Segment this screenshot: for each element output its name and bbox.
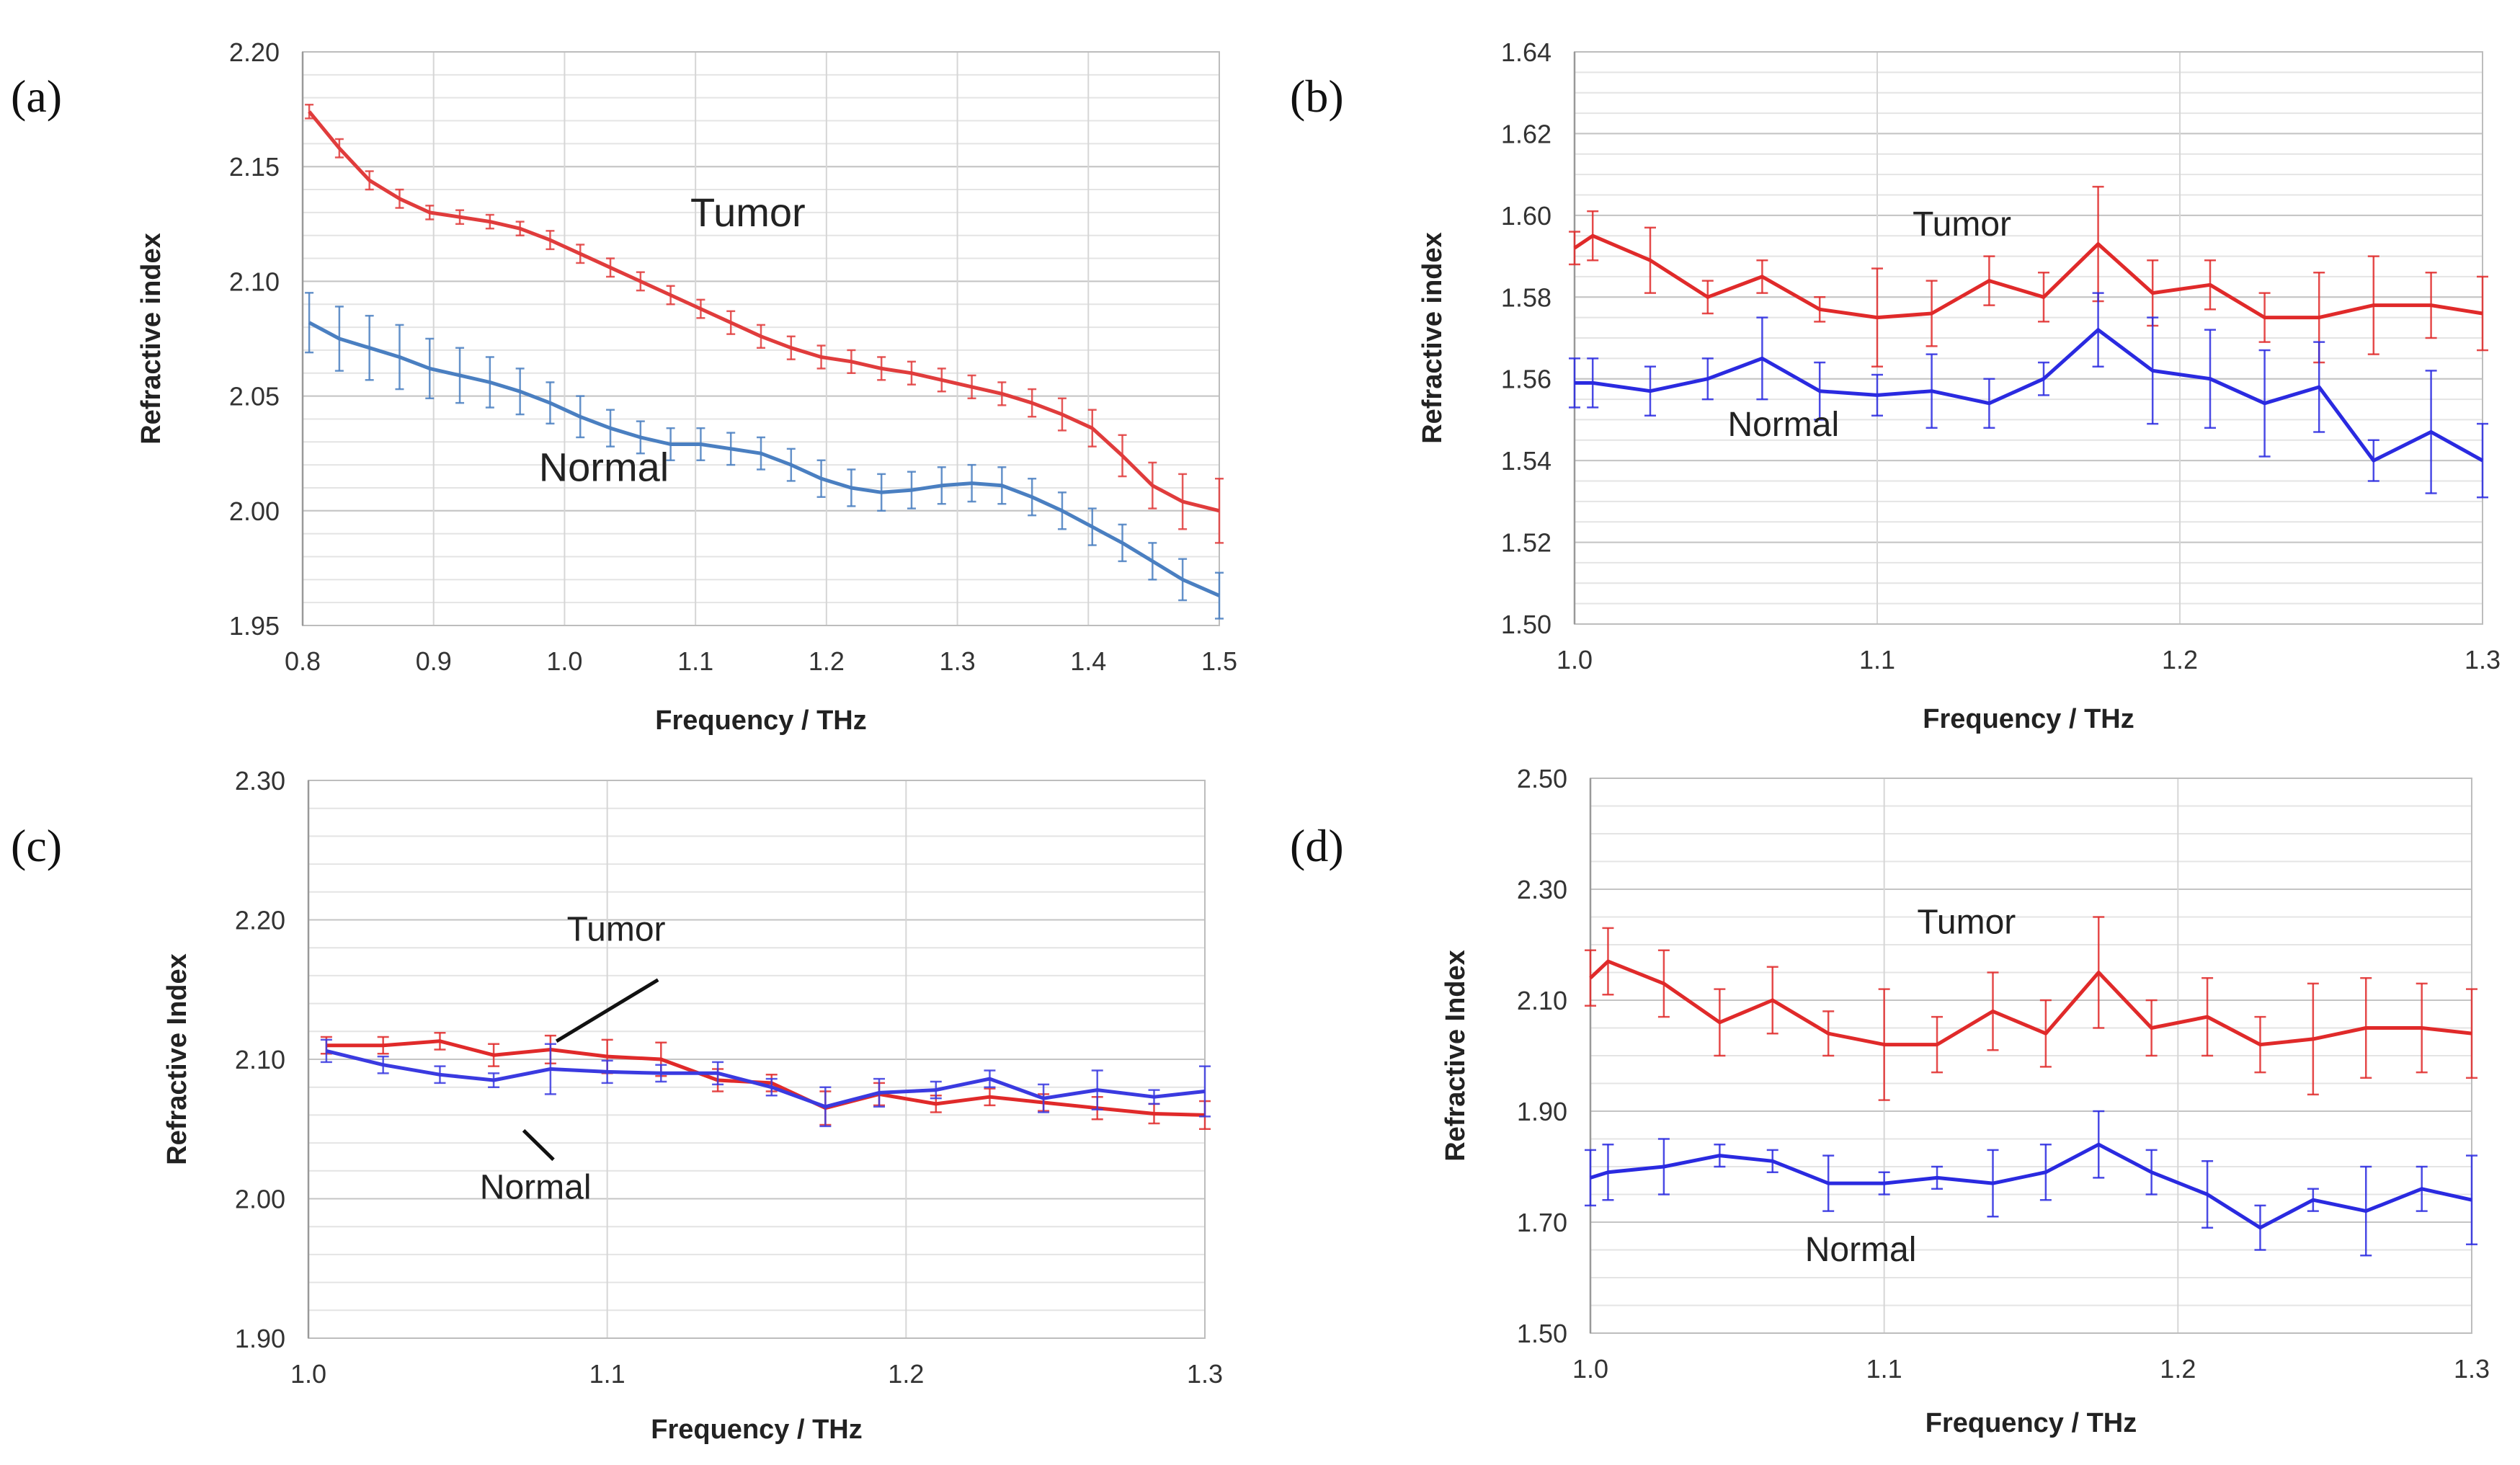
y-tick-label: 2.30 [1517,875,1567,904]
x-tick-label: 1.0 [1572,1354,1608,1384]
annotation-tumor: Tumor [1917,904,2016,942]
x-tick-label: 1.2 [2162,645,2198,674]
x-tick-label: 1.0 [546,646,582,676]
series-tumor [305,103,1224,544]
y-tick-label: 2.30 [235,766,285,796]
x-tick-label: 1.0 [290,1359,326,1389]
annotation-pointer [522,1128,555,1162]
x-tick-label: 1.1 [1866,1354,1902,1384]
y-tick-label: 2.50 [1517,764,1567,793]
annotation-normal: Normal [1805,1231,1917,1269]
y-tick-label: 2.10 [235,1045,285,1074]
y-tick-label: 2.20 [229,37,280,67]
x-tick-label: 1.2 [2160,1354,2196,1384]
y-tick-label: 1.52 [1501,528,1551,558]
y-axis-title: Refractive Index [162,953,192,1165]
x-tick-label: 1.3 [2465,645,2501,674]
panel-c: 1.90 2.00 2.10 2.20 2.30 1.0 1.1 1.2 1.3 Frequenc… [11,766,1223,1445]
y-tick-label: 1.54 [1501,446,1551,476]
y-tick-label: 1.90 [235,1324,285,1353]
series-tumor [1569,185,2488,368]
panel-label: (b) [1290,71,1344,122]
y-tick-label: 1.70 [1517,1208,1567,1237]
panel-label: (d) [1290,820,1344,871]
y-tick-label: 1.58 [1501,282,1551,312]
x-axis-title: Frequency / THz [1923,704,2134,734]
x-tick-label: 0.9 [416,646,452,676]
y-tick-label: 2.05 [229,382,280,411]
y-tick-label: 1.64 [1501,37,1551,67]
series-line [1573,233,2483,320]
panel-a: 1.95 2.00 2.05 2.10 2.15 2.20 0.8 0.9 1.0 1.1 1.2 1… [11,37,1237,736]
annotation-normal: Normal [539,444,669,489]
x-axis-title: Frequency / THz [655,705,867,736]
x-axis-title: Frequency / THz [1925,1408,2137,1438]
y-tick-label: 1.50 [1501,610,1551,639]
y-tick-label: 2.00 [235,1185,285,1214]
x-tick-label: 1.1 [589,1359,625,1389]
y-tick-label: 2.20 [235,906,285,935]
annotation-normal: Normal [480,1169,592,1207]
series-line [308,321,1221,597]
y-tick-label: 2.10 [1517,986,1567,1015]
y-tick-label: 1.60 [1501,201,1551,231]
y-axis-title: Refractive index [1417,232,1448,444]
series-normal [320,1038,1211,1128]
x-tick-label: 1.1 [677,646,713,676]
y-tick-label: 2.15 [229,152,280,182]
x-tick-label: 1.3 [940,646,976,676]
annotation-tumor: Tumor [1913,205,2011,244]
annotation-tumor: Tumor [690,190,806,235]
x-tick-label: 1.5 [1201,646,1237,676]
x-tick-label: 1.2 [888,1359,924,1389]
annotation-tumor: Tumor [567,911,666,949]
x-tick-label: 0.8 [285,646,321,676]
series-line [1575,328,2484,463]
y-tick-label: 2.00 [229,497,280,526]
panel-label: (c) [11,820,62,871]
series-line [1589,959,2472,1047]
x-tick-label: 1.2 [809,646,845,676]
panel-d: 1.50 1.70 1.90 2.10 2.30 2.50 1.0 1.1 1.2 1.3 Freq… [1290,764,2490,1438]
y-axis-title: Refractive Index [1441,950,1471,1162]
y-tick-label: 2.10 [229,267,280,296]
x-tick-label: 1.4 [1070,646,1106,676]
panel-label: (a) [11,71,62,122]
y-axis-title: Refractive index [136,233,166,445]
x-tick-label: 1.3 [2454,1354,2490,1384]
series-line [308,110,1220,513]
y-tick-label: 1.50 [1517,1319,1567,1348]
x-tick-label: 1.1 [1859,645,1895,674]
series-line [326,1048,1206,1109]
series-line [1590,1142,2472,1230]
annotation-normal: Normal [1727,406,1839,444]
y-tick-label: 1.62 [1501,119,1551,148]
panel-b: 1.50 1.52 1.54 1.56 1.58 1.60 1.62 1.64 1.0 1.1 1.… [1290,37,2501,734]
x-tick-label: 1.0 [1557,645,1593,674]
series-tumor [1585,916,2477,1101]
y-tick-label: 1.95 [229,611,280,641]
y-tick-label: 1.90 [1517,1097,1567,1126]
x-axis-title: Frequency / THz [651,1415,863,1445]
x-tick-label: 1.3 [1187,1359,1223,1389]
series-normal [1569,292,2488,499]
annotation-pointer [555,978,659,1043]
series-normal [1585,1110,2477,1257]
series-normal [305,292,1224,620]
y-tick-label: 1.56 [1501,365,1551,394]
